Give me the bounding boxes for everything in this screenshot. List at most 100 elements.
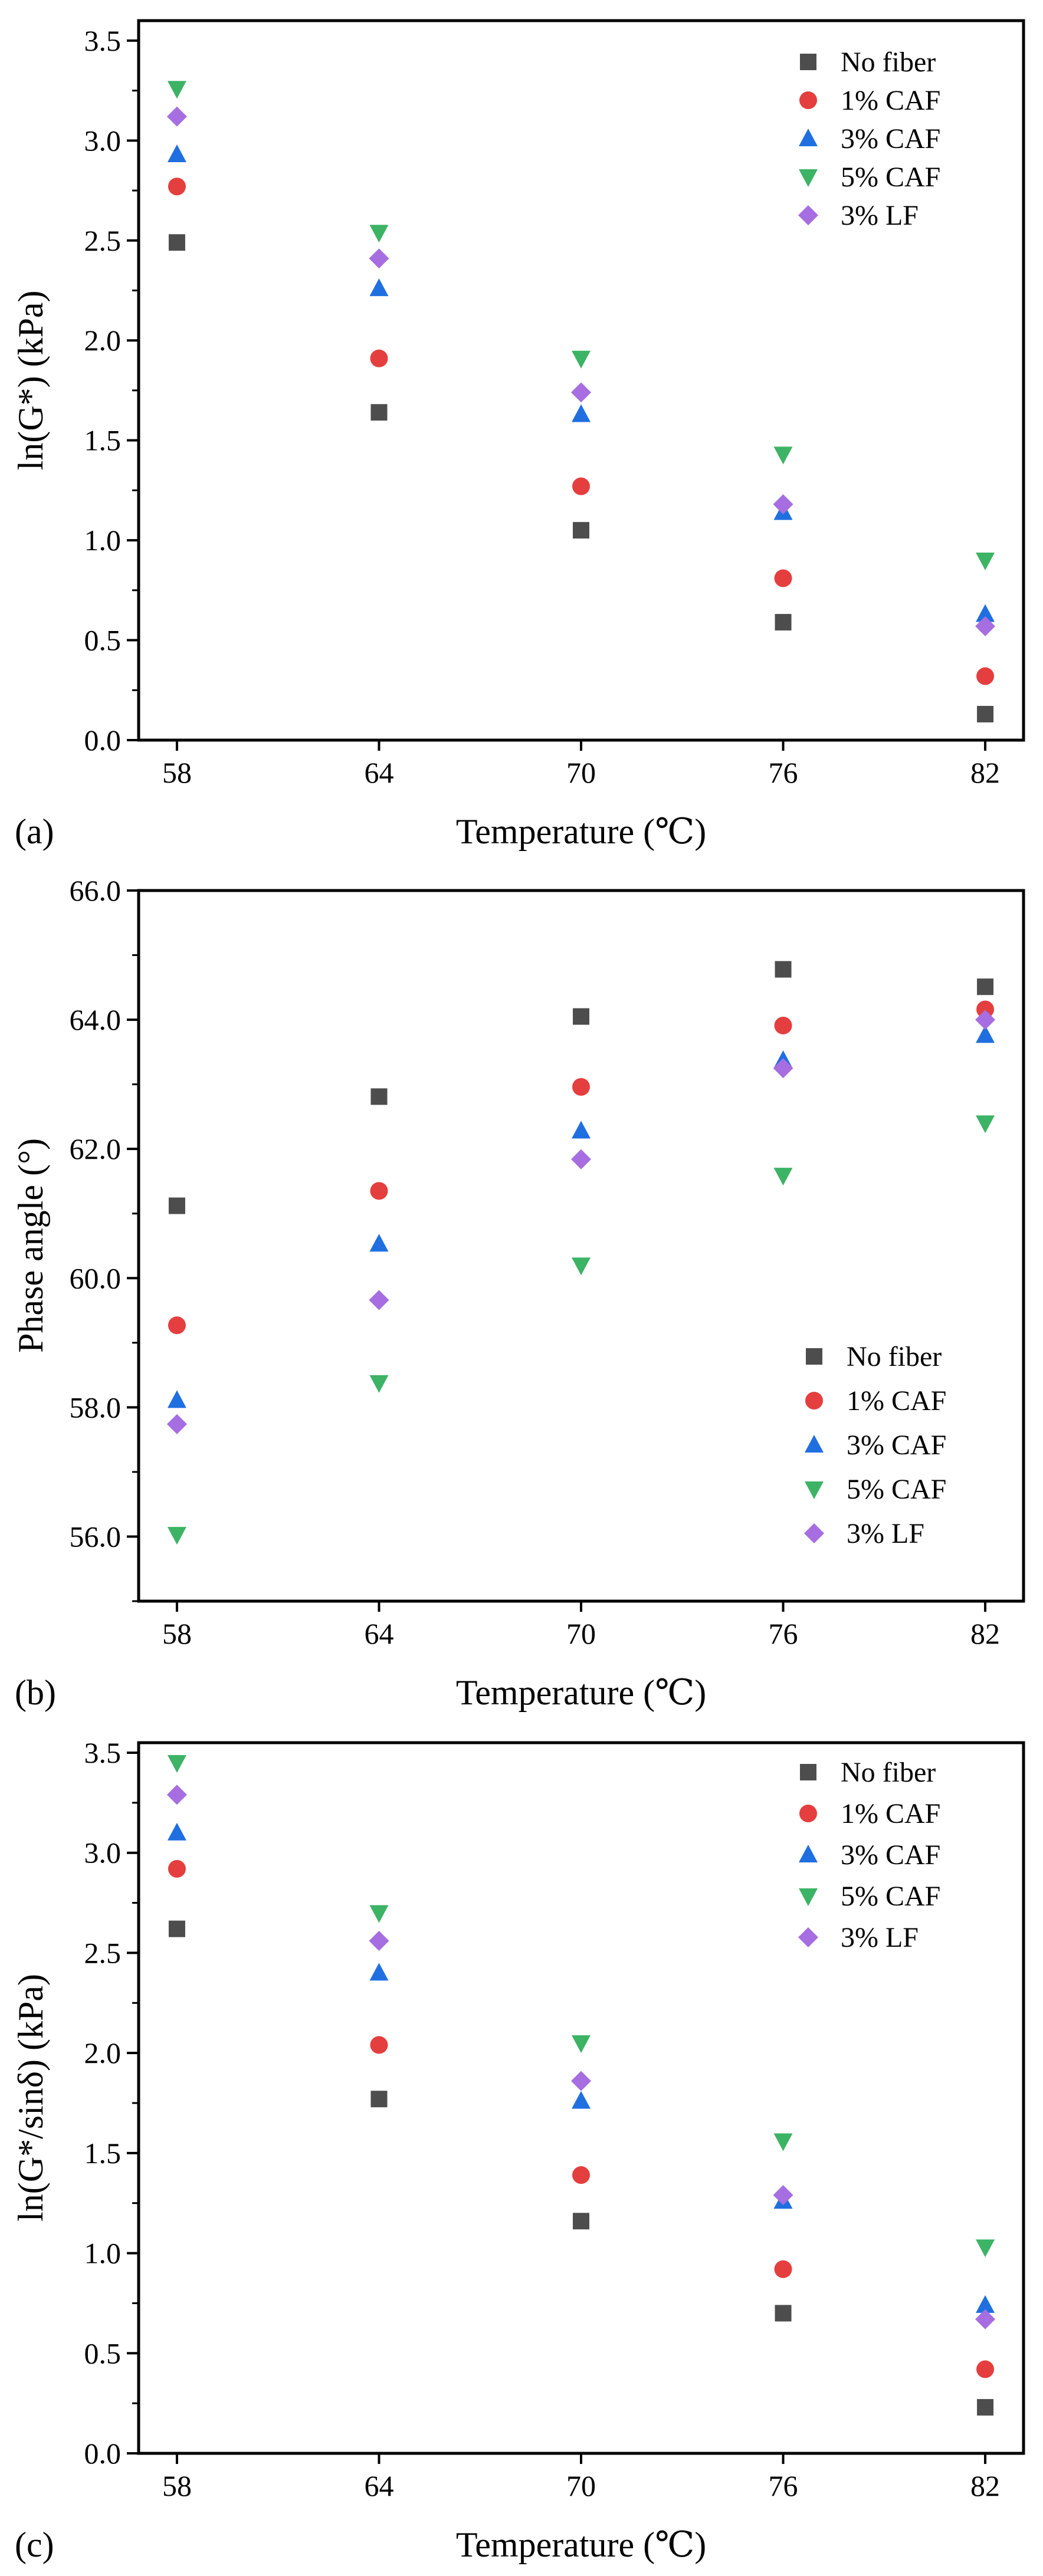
legend-label: 3% LF bbox=[847, 1518, 924, 1549]
data-point bbox=[166, 1785, 187, 1805]
legend-label: 5% CAF bbox=[847, 1474, 946, 1505]
y-tick-label: 0.0 bbox=[84, 724, 122, 757]
legend-item: 3% CAF bbox=[799, 123, 940, 155]
data-point bbox=[573, 2213, 589, 2230]
data-point bbox=[976, 1115, 995, 1133]
legend-label: No fiber bbox=[841, 47, 936, 78]
data-point bbox=[167, 1754, 186, 1773]
legend-label: 3% CAF bbox=[841, 123, 940, 155]
legend-item: 3% LF bbox=[804, 1518, 924, 1549]
data-point bbox=[572, 477, 590, 495]
legend-marker bbox=[805, 1481, 824, 1499]
data-point bbox=[166, 1414, 187, 1434]
data-point bbox=[370, 1182, 388, 1200]
legend-item: 5% CAF bbox=[799, 1881, 940, 1912]
legend-label: 1% CAF bbox=[847, 1385, 946, 1417]
y-tick-label: 56.0 bbox=[70, 1520, 122, 1553]
legend-marker bbox=[799, 129, 818, 146]
data-point bbox=[571, 1149, 591, 1169]
y-tick-label: 3.0 bbox=[84, 124, 122, 157]
data-point bbox=[775, 614, 792, 631]
data-point bbox=[774, 1016, 792, 1034]
data-point bbox=[977, 978, 994, 995]
data-point bbox=[572, 350, 591, 369]
data-point bbox=[773, 1168, 793, 1186]
panel-c: 58 64 70 76 82 0.0 0.5 1.0 1.5 2.0 2.5 3.0 3.5 No fi… bbox=[11, 1736, 1025, 2564]
data-point bbox=[775, 961, 792, 978]
data-point bbox=[773, 2185, 793, 2206]
y-tick-label: 2.0 bbox=[84, 324, 122, 357]
data-point bbox=[773, 2133, 793, 2151]
legend-label: 3% CAF bbox=[841, 1839, 940, 1871]
data-point bbox=[166, 106, 187, 127]
legend-marker bbox=[798, 1927, 818, 1947]
data-point bbox=[572, 1078, 590, 1096]
legend-item: 3% CAF bbox=[805, 1430, 946, 1461]
data-point bbox=[369, 1234, 389, 1252]
y-tick-label: 0.5 bbox=[84, 624, 122, 657]
y-tick-label: 1.5 bbox=[84, 2137, 122, 2170]
data-point bbox=[167, 81, 186, 99]
data-point bbox=[975, 1010, 996, 1030]
data-point bbox=[369, 248, 389, 269]
data-point bbox=[976, 2239, 995, 2258]
x-tick-label: 76 bbox=[769, 756, 798, 789]
legend-label: 1% CAF bbox=[841, 85, 940, 116]
y-axis-title: Phase angle (°) bbox=[11, 1138, 50, 1353]
legend-item: 1% CAF bbox=[805, 1385, 946, 1417]
data-point bbox=[773, 446, 793, 465]
data-point bbox=[369, 1963, 389, 1981]
data-point bbox=[168, 1197, 185, 1214]
legend-marker bbox=[800, 1764, 816, 1780]
data-point bbox=[369, 1290, 389, 1310]
panel-a: 58 64 70 76 82 0.0 0.5 1.0 1.5 2.0 2.5 3.0 3.5 No fi… bbox=[11, 19, 1025, 851]
x-tick-label: 76 bbox=[769, 2469, 798, 2502]
data-point bbox=[167, 1390, 186, 1408]
data-point bbox=[572, 404, 591, 422]
legend-marker bbox=[805, 1392, 823, 1409]
data-point bbox=[975, 2309, 996, 2329]
data-point bbox=[168, 234, 185, 251]
panel-label: (b) bbox=[15, 1673, 56, 1712]
legend-item: No fiber bbox=[800, 47, 936, 78]
x-tick-label: 64 bbox=[364, 2469, 393, 2502]
data-point bbox=[370, 2036, 388, 2054]
y-tick-label: 3.5 bbox=[84, 24, 122, 57]
data-point bbox=[370, 349, 388, 367]
y-tick-label: 2.0 bbox=[84, 2036, 122, 2069]
legend-label: 5% CAF bbox=[841, 1881, 940, 1912]
y-tick-label: 58.0 bbox=[70, 1391, 122, 1424]
legend-item: 5% CAF bbox=[805, 1474, 946, 1505]
data-point bbox=[976, 604, 995, 622]
legend-marker bbox=[804, 1523, 824, 1543]
legend-marker bbox=[799, 91, 817, 109]
legend-item: 5% CAF bbox=[799, 162, 940, 193]
legend-label: 3% CAF bbox=[847, 1430, 946, 1461]
data-point bbox=[976, 1025, 995, 1043]
data-point bbox=[369, 1931, 389, 1951]
legend-label: No fiber bbox=[847, 1341, 942, 1372]
data-point bbox=[168, 1920, 185, 1937]
legend-item: 1% CAF bbox=[799, 1798, 940, 1829]
data-point bbox=[572, 1121, 591, 1139]
legend-item: 1% CAF bbox=[799, 85, 940, 116]
x-tick-label: 82 bbox=[970, 1617, 1000, 1650]
y-tick-label: 1.5 bbox=[84, 424, 122, 457]
legend-marker bbox=[800, 54, 816, 70]
data-point bbox=[168, 178, 186, 196]
legend: No fiber 1% CAF 3% CAF 5% CAF 3% LF bbox=[804, 1341, 946, 1549]
data-point bbox=[370, 2091, 388, 2108]
data-point bbox=[369, 225, 389, 243]
data-point bbox=[976, 1000, 995, 1018]
y-tick-label: 66.0 bbox=[70, 874, 122, 907]
x-tick-label: 70 bbox=[566, 1617, 596, 1650]
data-point bbox=[572, 1257, 591, 1276]
data-point bbox=[977, 2398, 994, 2416]
legend-label: 1% CAF bbox=[841, 1798, 940, 1829]
legend-marker bbox=[799, 1845, 818, 1862]
y-tick-label: 3.0 bbox=[84, 1836, 122, 1869]
data-point bbox=[573, 522, 589, 539]
y-tick-label: 64.0 bbox=[70, 1003, 122, 1036]
data-point bbox=[369, 278, 389, 297]
